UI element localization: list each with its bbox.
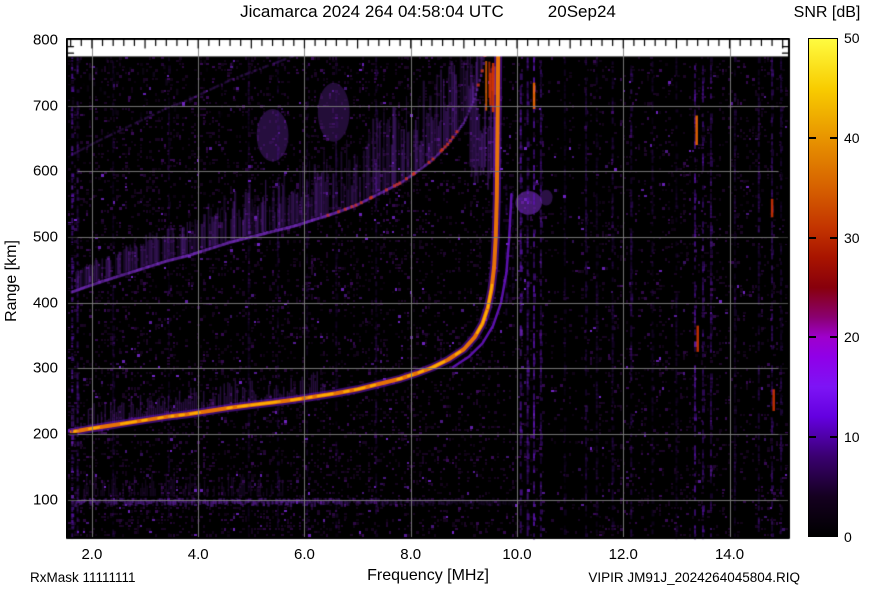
colorbar-tick-mark [830, 137, 837, 140]
y-tick-label: 100 [32, 491, 58, 509]
colorbar-title: SNR [dB] [793, 4, 861, 21]
x-tick-label: 6.0 [294, 546, 315, 563]
title-datetime: Jicamarca 2024 264 04:58:04 UTC [240, 2, 504, 21]
colorbar-tick-mark [830, 236, 837, 239]
x-tick-label: 8.0 [400, 546, 422, 563]
colorbar-tick-mark [809, 236, 816, 239]
colorbar-tick-label: 0 [844, 529, 852, 545]
x-tick-label: 12.0 [608, 546, 638, 563]
snr-colorbar [808, 38, 838, 537]
x-tick-label: 2.0 [81, 546, 103, 563]
colorbar-tick-mark [809, 435, 816, 438]
rxmask-label: RxMask 11111111 [30, 570, 136, 585]
title-date: 20Sep24 [547, 2, 616, 21]
colorbar-tick-label: 40 [844, 129, 860, 146]
colorbar-tick-mark [809, 336, 816, 339]
x-tick-label: 10.0 [502, 546, 532, 563]
y-tick-label: 300 [32, 359, 58, 377]
colorbar-tick-mark [830, 435, 837, 438]
y-tick-label: 200 [32, 425, 58, 443]
colorbar-tick-label: 10 [844, 429, 860, 446]
data-file-label: VIPIR JM91J_2024264045804.RIQ [588, 570, 800, 585]
colorbar-tick-label: 20 [844, 329, 860, 346]
colorbar-tick-label: 50 [844, 30, 860, 46]
y-tick-label: 400 [32, 294, 58, 312]
y-tick-label: 700 [32, 97, 58, 115]
plot-area [66, 38, 792, 541]
ionogram-heatmap [66, 38, 792, 541]
y-axis-label: Range [km] [3, 240, 20, 322]
y-tick-label: 500 [32, 228, 58, 246]
x-axis-label: Frequency [MHz] [367, 567, 489, 584]
y-tick-label: 800 [32, 31, 58, 49]
x-tick-label: 4.0 [187, 546, 209, 563]
x-tick-label: 14.0 [714, 546, 745, 563]
plot-title: Jicamarca 2024 264 04:58:04 UTC 20Sep24 [68, 2, 788, 22]
colorbar-tick-label: 30 [844, 229, 860, 246]
colorbar-tick-mark [809, 137, 816, 140]
y-tick-label: 600 [32, 162, 58, 180]
colorbar-tick-mark [830, 336, 837, 339]
